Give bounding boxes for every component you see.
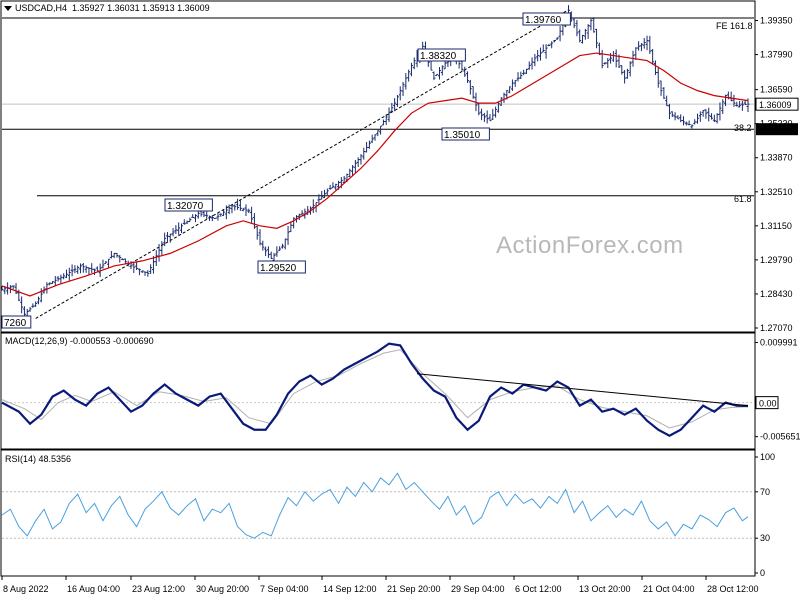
fib-label-fe1618: FE 161.8 bbox=[716, 21, 753, 31]
rsi-line bbox=[1, 472, 749, 539]
macd-ytick-label: -0.005651 bbox=[760, 432, 800, 442]
rsi-ytick-label: 30 bbox=[760, 533, 770, 543]
axes: 1.393501.379901.365901.352301.338701.325… bbox=[1, 16, 800, 594]
price-ytick-label: 1.36590 bbox=[760, 85, 793, 95]
x-tick-label: 8 Aug 2022 bbox=[3, 584, 49, 594]
rsi-ytick-label: 0 bbox=[760, 568, 765, 578]
rsi-panel-frame bbox=[0, 449, 756, 577]
rising-trendline bbox=[35, 9, 569, 319]
macd-ytick-label: 0.009991 bbox=[760, 337, 798, 347]
x-tick-label: 7 Sep 04:00 bbox=[260, 584, 309, 594]
x-tick-label: 29 Sep 04:00 bbox=[451, 584, 505, 594]
rsi-ytick-label: 70 bbox=[760, 487, 770, 497]
price-ytick-label: 1.37990 bbox=[760, 50, 793, 60]
price-panel: 1.39760 1.38320 1.35010 1.32070 1.29520 7260 F… bbox=[0, 5, 754, 329]
price-annotation-box bbox=[441, 127, 490, 141]
macd-trendline bbox=[417, 373, 749, 407]
price-annotation-box bbox=[522, 12, 571, 26]
x-tick-label: 21 Sep 20:00 bbox=[387, 584, 441, 594]
x-tick-label: 21 Oct 04:00 bbox=[643, 584, 695, 594]
rsi-ytick-label: 100 bbox=[760, 452, 775, 462]
x-tick-label: 30 Aug 20:00 bbox=[196, 584, 249, 594]
rsi-title: RSI(14) 48.5356 bbox=[5, 454, 72, 464]
price-annotation-label: 1.32070 bbox=[167, 201, 204, 212]
x-tick-label: 14 Sep 12:00 bbox=[323, 584, 377, 594]
x-tick-label: 6 Oct 12:00 bbox=[515, 584, 562, 594]
fib-label-618: 61.8 bbox=[734, 194, 752, 204]
price-annotation-box bbox=[164, 198, 213, 212]
rsi-panel bbox=[1, 472, 754, 539]
price-annotation-label: 1.35010 bbox=[444, 130, 481, 141]
price-panel-frame bbox=[0, 0, 756, 333]
price-ytick-label: 1.29790 bbox=[760, 255, 793, 265]
macd-title: MACD(12,26,9) -0.000553 -0.000690 bbox=[5, 336, 154, 346]
macd-value-tag-label: 0.00 bbox=[759, 399, 777, 409]
price-annotation-label: 1.29520 bbox=[260, 263, 297, 274]
price-annotation-box bbox=[257, 260, 306, 274]
price-ytick-label: 1.32510 bbox=[760, 187, 793, 197]
price-annotation-box bbox=[1, 315, 32, 329]
macd-panel-frame bbox=[0, 332, 756, 450]
fib-label-382: 38.2 bbox=[734, 123, 752, 133]
x-tick-label: 16 Aug 04:00 bbox=[67, 584, 120, 594]
symbol-label: USDCAD,H4 bbox=[15, 3, 68, 13]
price-annotation-label: 7260 bbox=[4, 318, 27, 329]
macd-signal-line bbox=[1, 349, 749, 429]
level-tag-label: 1.35010 bbox=[759, 125, 792, 135]
price-ytick-label: 1.33870 bbox=[760, 153, 793, 163]
price-annotation-box bbox=[417, 48, 466, 62]
current-price-tag-box bbox=[755, 97, 799, 111]
level-tag-box bbox=[756, 123, 798, 136]
price-header: USDCAD,H4 1.35927 1.36031 1.35913 1.3600… bbox=[4, 3, 210, 13]
watermark: ActionForex.com bbox=[496, 232, 684, 259]
price-annotation-label: 1.39760 bbox=[525, 15, 562, 26]
price-ytick-label: 1.31150 bbox=[760, 221, 792, 231]
x-tick-label: 28 Oct 12:00 bbox=[707, 584, 759, 594]
x-tick-label: 23 Aug 12:00 bbox=[132, 584, 185, 594]
ema-line bbox=[1, 52, 749, 297]
price-ytick-label: 1.39350 bbox=[760, 16, 793, 26]
collapse-arrow-icon[interactable] bbox=[4, 6, 12, 12]
price-ytick-label: 1.27070 bbox=[760, 323, 793, 333]
macd-panel bbox=[1, 342, 754, 438]
x-tick-label: 13 Oct 20:00 bbox=[579, 584, 631, 594]
macd-value-tag-box bbox=[755, 396, 779, 410]
price-ytick-label: 1.28430 bbox=[760, 289, 793, 299]
price-annotation-label: 1.38320 bbox=[420, 51, 457, 62]
current-price-tag-label: 1.36009 bbox=[759, 100, 792, 110]
macd-main-line bbox=[1, 342, 749, 438]
ohlc-label: 1.35927 1.36031 1.35913 1.36009 bbox=[72, 3, 210, 13]
